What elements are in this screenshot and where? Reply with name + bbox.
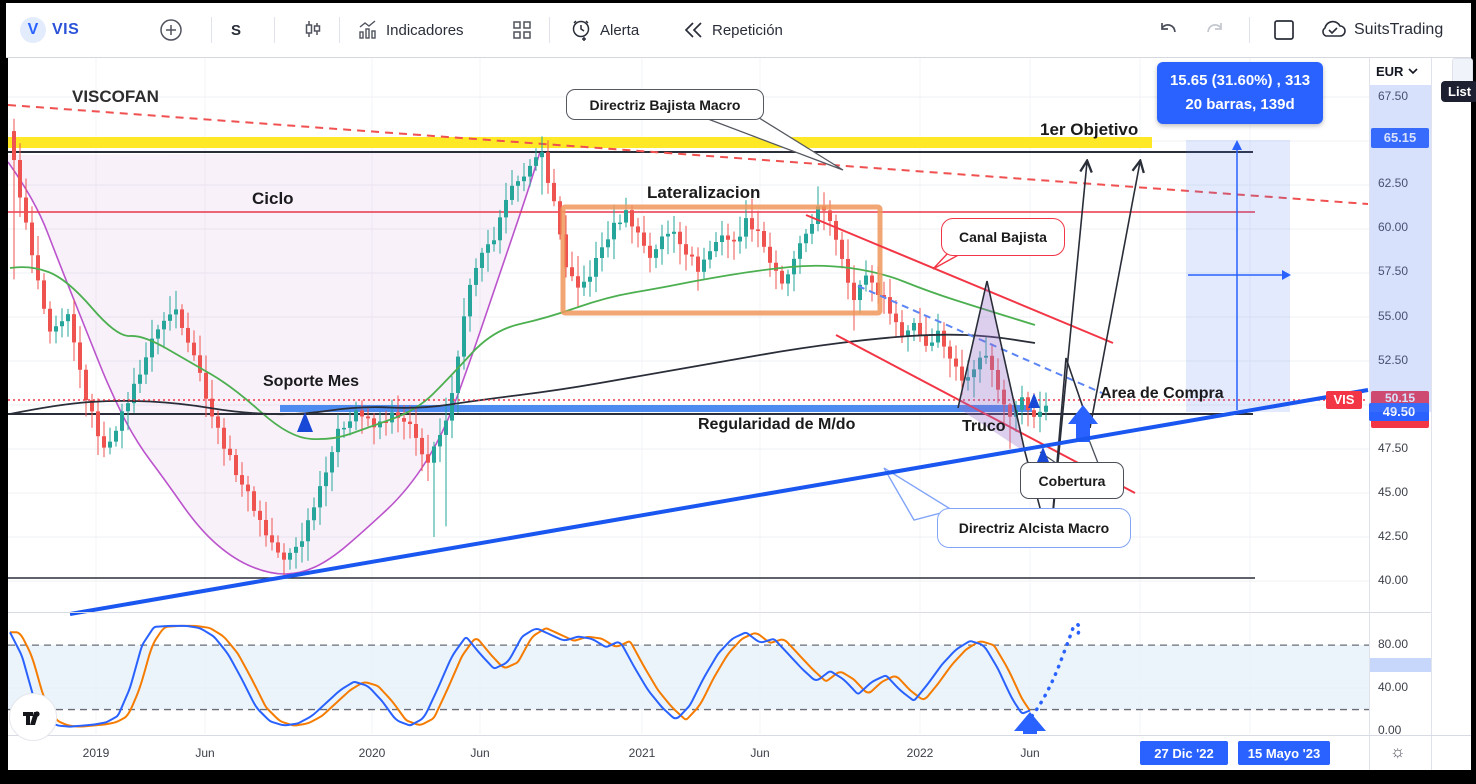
price-scale-label: 57.50 [1378, 264, 1409, 278]
future-date-chip-1[interactable]: 27 Dic '22 [1140, 741, 1228, 765]
future-date-1: 27 Dic '22 [1154, 745, 1214, 761]
price-scale-label: 62.50 [1378, 176, 1409, 190]
canal-bajista-callout[interactable]: Canal Bajista [941, 218, 1065, 256]
alarm-clock-icon [572, 20, 590, 41]
directriz-bajista-callout[interactable]: Directriz Bajista Macro [566, 89, 764, 120]
account-label: SuitsTrading [1354, 21, 1444, 38]
alert-label: Alerta [600, 21, 640, 39]
price-scale-label: 47.50 [1378, 441, 1409, 455]
symbol-name: VIS [52, 21, 80, 38]
chart-style-button[interactable] [302, 3, 324, 57]
symbol-logo: V [20, 17, 46, 43]
top-toolbar: V VIS S Indicadores [6, 3, 1471, 58]
measure-info-box[interactable]: 15.65 (31.60%) , 313 20 barras, 139d [1157, 62, 1323, 124]
future-date-chip-2[interactable]: 15 Mayo '23 [1238, 741, 1330, 765]
time-axis-label: 2019 [82, 746, 110, 760]
price-scale-label: 67.50 [1378, 89, 1409, 103]
lateralizacion-label[interactable]: Lateralizacion [647, 183, 761, 202]
toolbar-separator [211, 17, 212, 43]
price-scale-label: 45.00 [1378, 485, 1409, 499]
cloud-account-button[interactable]: SuitsTrading [1318, 3, 1443, 57]
regularidad-label[interactable]: Regularidad de M/do [698, 416, 856, 433]
snapshot-button[interactable] [1272, 3, 1296, 57]
watchlist-edge-separator[interactable] [1431, 58, 1432, 770]
layout-button[interactable] [511, 3, 533, 57]
square-frame-icon [1274, 20, 1294, 40]
time-axis-label: Jun [470, 746, 490, 760]
target-price-tag: 65.15 [1371, 128, 1429, 148]
redo-icon [1207, 23, 1222, 33]
measure-price-change: 15.65 (31.60%) , 313 [1169, 72, 1311, 89]
time-axis-label: Jun [195, 746, 215, 760]
tradingview-logo[interactable] [9, 693, 57, 741]
symbol-add-button[interactable] [159, 3, 183, 57]
interval-label: S [231, 21, 242, 39]
time-axis[interactable]: 2019 Jun 2020 Jun 2021 Jun 2022 Jun [8, 735, 1369, 768]
truco-label[interactable]: Truco [962, 418, 1006, 435]
oscillator-scale-label: 80.00 [1378, 637, 1409, 651]
toolbar-separator [1249, 17, 1250, 43]
toolbar-separator [274, 17, 275, 43]
oscillator-scale-label: 0.00 [1378, 723, 1402, 737]
price-scale[interactable]: 67.50 62.50 60.00 57.50 55.00 52.50 47.50 45.00… [1370, 58, 1431, 737]
future-date-2: 15 Mayo '23 [1247, 745, 1321, 761]
time-axis-label: 2020 [358, 746, 386, 760]
toolbar-separator [339, 17, 340, 43]
chevron-down-icon [1408, 68, 1419, 75]
oscillator-scale-label: 40.00 [1378, 680, 1409, 694]
ciclo-label[interactable]: Ciclo [252, 189, 294, 208]
candlestick-icon [305, 21, 321, 37]
replay-label: Repetición [712, 21, 783, 39]
cloud-check-icon [1322, 20, 1346, 37]
undo-button[interactable] [1156, 3, 1180, 57]
time-axis-separator [8, 735, 1471, 736]
interval-button[interactable]: S [231, 3, 241, 57]
directriz-alcista-callout[interactable]: Directriz Alcista Macro [937, 508, 1131, 548]
area-compra-label[interactable]: Area de Compra [1100, 385, 1224, 402]
redo-button[interactable] [1203, 3, 1227, 57]
chart-title: VISCOFAN [72, 87, 159, 106]
soporte-mes-label[interactable]: Soporte Mes [263, 373, 360, 390]
rewind-icon [684, 22, 702, 38]
grid-layout-icon [513, 21, 531, 39]
price-scale-label: 40.00 [1378, 573, 1409, 587]
currency-label: EUR [1376, 64, 1404, 79]
indicators-icon [359, 20, 376, 39]
plus-circle-icon [160, 19, 182, 41]
price-scale-label: 52.50 [1378, 353, 1409, 367]
scale-settings-icon[interactable]: ☼ [1390, 742, 1406, 761]
indicators-label: Indicadores [386, 21, 464, 39]
measure-bar-count: 20 barras, 139d [1185, 96, 1295, 113]
price-scale-label: 55.00 [1378, 309, 1409, 323]
oscillator-pane-separator[interactable] [8, 612, 1431, 613]
time-axis-label: 2022 [906, 746, 934, 760]
toolbar-separator [549, 17, 550, 43]
replay-button[interactable]: Repetición [682, 3, 783, 57]
tv-glyph-icon [23, 711, 40, 725]
symbol-price-flag: VIS [1326, 391, 1362, 409]
currency-dropdown[interactable]: EUR [1376, 64, 1419, 79]
cobertura-callout[interactable]: Cobertura [1020, 462, 1124, 499]
time-axis-label: Jun [750, 746, 770, 760]
time-axis-label: 2021 [628, 746, 656, 760]
undo-icon [1161, 23, 1176, 33]
indicators-button[interactable]: Indicadores [356, 3, 464, 57]
price-scale-label: 60.00 [1378, 220, 1409, 234]
oscillator-scale-band [1370, 658, 1431, 672]
list-tooltip: List [1441, 81, 1476, 102]
chart-surface[interactable] [8, 58, 1471, 770]
alert-button[interactable]: Alerta [568, 3, 639, 57]
time-axis-label: Jun [1020, 746, 1040, 760]
symbol-button[interactable]: V VIS [20, 3, 79, 57]
countdown-price-tag: 49.50 [1369, 403, 1429, 421]
price-scale-label: 42.50 [1378, 529, 1409, 543]
primer-objetivo-label[interactable]: 1er Objetivo [1040, 120, 1139, 139]
